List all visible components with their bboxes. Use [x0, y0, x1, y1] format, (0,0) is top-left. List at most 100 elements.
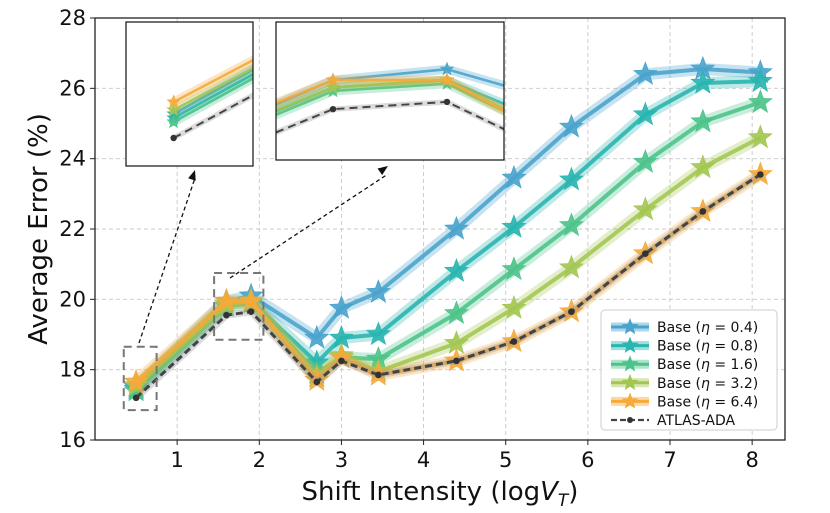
data-point — [690, 108, 716, 133]
legend-entry: Base (η = 6.4) — [611, 392, 758, 410]
data-point — [123, 368, 149, 393]
data-point — [632, 101, 658, 126]
data-point — [453, 357, 460, 365]
x-tick-label: 5 — [499, 448, 512, 472]
zoom-region-box — [213, 271, 265, 341]
data-point — [313, 378, 321, 386]
y-tick-label: 20 — [59, 287, 86, 311]
data-point — [443, 98, 451, 106]
data-point — [558, 113, 584, 138]
data-point — [745, 223, 757, 235]
y-tick-label: 22 — [59, 217, 86, 241]
legend: Base (η = 0.4) Base (η = 0.8) Base (η = 1.… — [600, 309, 778, 431]
data-point — [510, 338, 518, 345]
data-point — [501, 294, 527, 319]
y-axis-label: Average Error (%) — [24, 113, 54, 345]
data-point — [443, 258, 469, 282]
legend-label: Base (η = 0.4) — [657, 320, 758, 336]
data-point — [690, 154, 716, 179]
x-axis-label: Shift Intensity (logVT) — [302, 477, 579, 511]
inset-series — [166, 55, 253, 142]
data-point — [166, 102, 181, 117]
series-base-6-4- — [166, 55, 253, 109]
series-line — [135, 173, 762, 399]
data-point — [443, 300, 469, 325]
legend-entry: Base (η = 0.8) — [611, 336, 758, 355]
data-point — [247, 308, 255, 315]
data-point — [439, 61, 455, 76]
data-point — [132, 394, 140, 402]
y-tick-label: 26 — [59, 76, 86, 100]
data-point — [690, 69, 716, 94]
legend-label: Base (η = 0.8) — [657, 339, 758, 355]
x-tick-label: 4 — [417, 448, 430, 472]
data-point — [501, 256, 527, 281]
zoom-arrowhead — [377, 166, 388, 176]
axis-ticks: 1 2 3 4 5 6 7 8 16 18 20 22 24 26 28 — [59, 6, 759, 472]
data-point — [745, 201, 757, 213]
data-point — [642, 250, 649, 257]
data-point — [238, 287, 264, 312]
inset-series — [276, 61, 757, 250]
data-point — [757, 171, 764, 178]
x-tick-label: 2 — [253, 448, 266, 472]
data-point — [747, 89, 773, 114]
inset-zoom-mid — [275, 21, 757, 250]
series-line — [276, 82, 504, 117]
series-atlas-ada — [132, 171, 764, 402]
data-point — [365, 279, 391, 303]
data-point — [304, 324, 330, 349]
data-point — [501, 214, 527, 238]
data-point — [745, 230, 757, 242]
data-point — [213, 287, 239, 312]
inset-frame — [125, 21, 254, 167]
data-point — [223, 311, 230, 319]
data-point — [365, 321, 391, 346]
data-point — [439, 72, 455, 87]
data-point — [745, 237, 757, 249]
legend-entry: Base (η = 1.6) — [611, 355, 758, 373]
inset-frame — [275, 21, 505, 161]
data-point — [558, 254, 584, 279]
x-tick-label: 7 — [663, 448, 676, 472]
data-point — [170, 134, 177, 142]
series-atlas-ada — [170, 92, 253, 142]
legend-label: Base (η = 3.2) — [657, 376, 758, 392]
zoom-connector — [138, 177, 196, 344]
x-tick-label: 6 — [581, 448, 594, 472]
y-tick-label: 28 — [59, 6, 86, 30]
data-point — [375, 371, 382, 379]
x-tick-label: 8 — [745, 448, 758, 472]
zoom-connector — [229, 173, 389, 279]
legend-label: Base (η = 6.4) — [657, 394, 758, 410]
legend-marker — [621, 392, 639, 409]
legend-label: ATLAS-ADA — [657, 413, 735, 429]
series-line — [276, 78, 504, 113]
data-point — [166, 114, 181, 129]
legend-entry: Base (η = 0.4) — [611, 318, 758, 336]
data-point — [328, 294, 354, 319]
legend-label: Base (η = 1.6) — [657, 357, 758, 373]
data-point — [329, 105, 337, 113]
x-tick-label: 3 — [335, 448, 348, 472]
data-point — [748, 244, 754, 250]
legend-marker — [621, 318, 639, 335]
data-point — [558, 212, 584, 237]
legend-entry: Base (η = 3.2) — [611, 373, 758, 392]
legend-marker — [621, 355, 639, 372]
inset-group — [125, 21, 757, 250]
data-point — [632, 61, 658, 85]
data-point — [166, 94, 181, 109]
y-tick-label: 24 — [59, 147, 86, 171]
series-line — [276, 100, 504, 134]
data-point — [501, 164, 527, 189]
legend-entry: ATLAS-ADA — [611, 413, 735, 429]
data-point — [745, 150, 757, 162]
data-point — [338, 357, 345, 365]
series-group — [123, 55, 773, 402]
data-point — [632, 149, 658, 173]
data-point — [747, 124, 773, 149]
inset-zoom-left — [125, 21, 254, 167]
series-base-3-2- — [166, 63, 253, 117]
zoom-arrowhead — [188, 170, 196, 181]
